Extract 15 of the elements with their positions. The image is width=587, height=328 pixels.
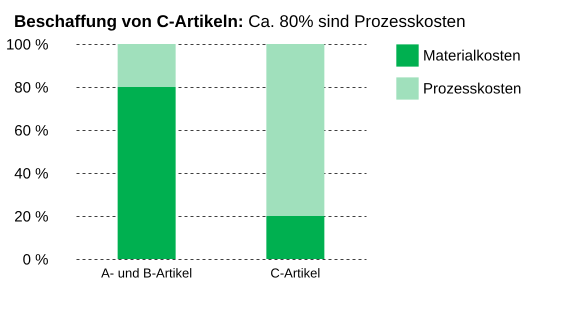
y-tick-label: 0 % [22,252,48,268]
bar [266,216,324,259]
y-tick-label: 40 % [14,166,48,182]
chart-title: Beschaffung von C-Artikeln: Ca. 80% sind Prozesskosten [13,11,467,32]
y-tick-label: 60 % [14,122,48,140]
x-tick-label: A- und B-Artikel [101,266,192,280]
y-tick-label: 80 % [14,80,48,96]
y-tick-label: 20 % [14,208,48,226]
x-tick-label: C-Artikel [270,266,320,280]
bar [266,44,324,216]
legend-label: Materialkosten [423,48,521,64]
y-tick-label: 100 % [6,36,48,54]
legend-label: Prozesskosten [423,80,522,98]
bar [118,44,176,87]
bar [118,87,176,259]
